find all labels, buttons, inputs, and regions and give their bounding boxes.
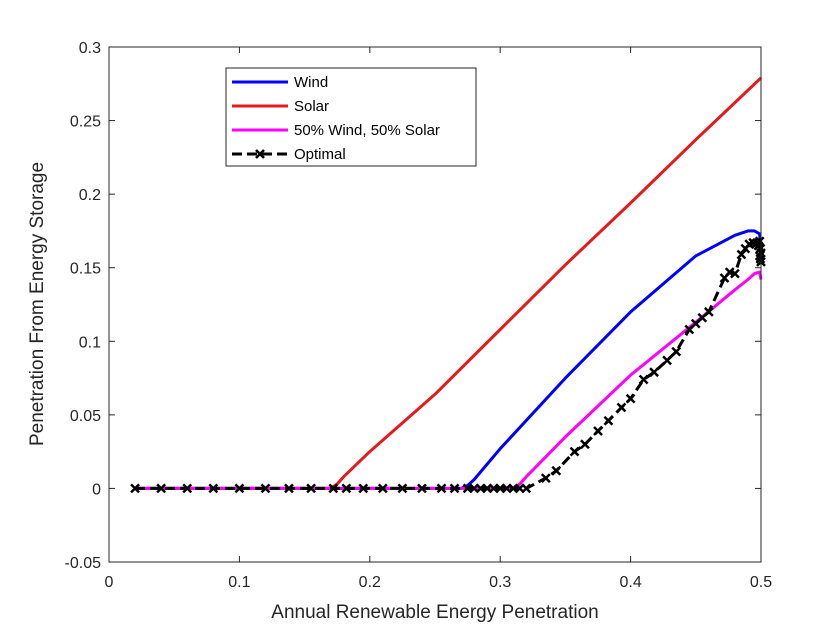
optimal-marker [130,483,140,494]
y-axis-label: Penetration From Energy Storage [27,162,48,446]
optimal-marker [603,415,614,426]
optimal-marker [671,346,682,357]
optimal-marker [521,483,532,494]
x-tick-label: 0.1 [228,574,250,591]
optimal-marker [616,402,627,413]
legend-label-wind: Wind [294,74,328,91]
optimal-marker [328,483,339,494]
optimal-marker [260,483,271,494]
legend-label-solar: Solar [294,98,329,115]
optimal-marker [703,306,714,317]
x-tick-label: 0.2 [359,574,381,591]
series-line-wind [135,229,763,490]
optimal-marker [580,439,590,450]
optimal-marker [449,483,460,494]
legend: Wind Solar 50% Wind, 50% Solar Optimal [225,67,477,167]
optimal-marker [569,446,580,457]
optimal-marker [341,483,352,494]
optimal-marker [436,483,447,494]
y-tick-label: 0.3 [79,40,101,57]
x-tick-label: 0.5 [750,574,772,591]
optimal-marker [306,483,317,494]
y-tick-label: 0.05 [70,408,101,425]
y-tick-label: 0.2 [79,187,101,204]
legend-box [225,67,477,167]
optimal-marker [638,374,649,385]
optimal-marker [358,483,369,494]
optimal-marker [397,483,408,494]
y-tick-label: 0 [92,481,101,498]
tick-layer: 0 0.1 0.2 0.3 0.4 0.5-0.0500.050.10.150.20.25… [65,40,773,591]
optimal-marker [417,483,427,494]
legend-label-mixed: 50% Wind, 50% Solar [294,122,440,139]
optimal-marker [625,393,636,404]
x-tick-label: 0.4 [619,574,641,591]
optimal-marker [208,483,219,494]
optimal-marker [182,483,193,494]
legend-label-optimal: Optimal [294,146,346,163]
x-axis-label: Annual Renewable Energy Penetration [271,602,598,623]
x-tick-label: 0 [105,574,114,591]
optimal-marker [377,483,388,494]
optimal-marker [551,465,562,476]
series-line-mixed [135,270,763,490]
y-tick-label: 0.1 [79,334,101,351]
series-line-optimal [135,239,763,490]
optimal-marker [754,251,765,261]
optimal-marker [234,483,245,494]
y-tick-label: -0.05 [65,555,102,572]
optimal-marker [593,426,603,436]
optimal-marker [754,236,765,247]
plot-frame [108,46,762,563]
optimal-marker [156,483,167,494]
optimal-marker [736,249,747,260]
optimal-marker [649,367,659,378]
y-tick-label: 0.25 [70,114,101,131]
optimal-marker [284,483,294,494]
optimal-marker [662,355,672,366]
legend-marker-optimal [255,149,265,159]
x-tick-label: 0.3 [489,574,511,591]
y-tick-label: 0.15 [70,261,101,278]
optimal-marker [540,473,551,484]
optimal-marker [730,268,740,279]
